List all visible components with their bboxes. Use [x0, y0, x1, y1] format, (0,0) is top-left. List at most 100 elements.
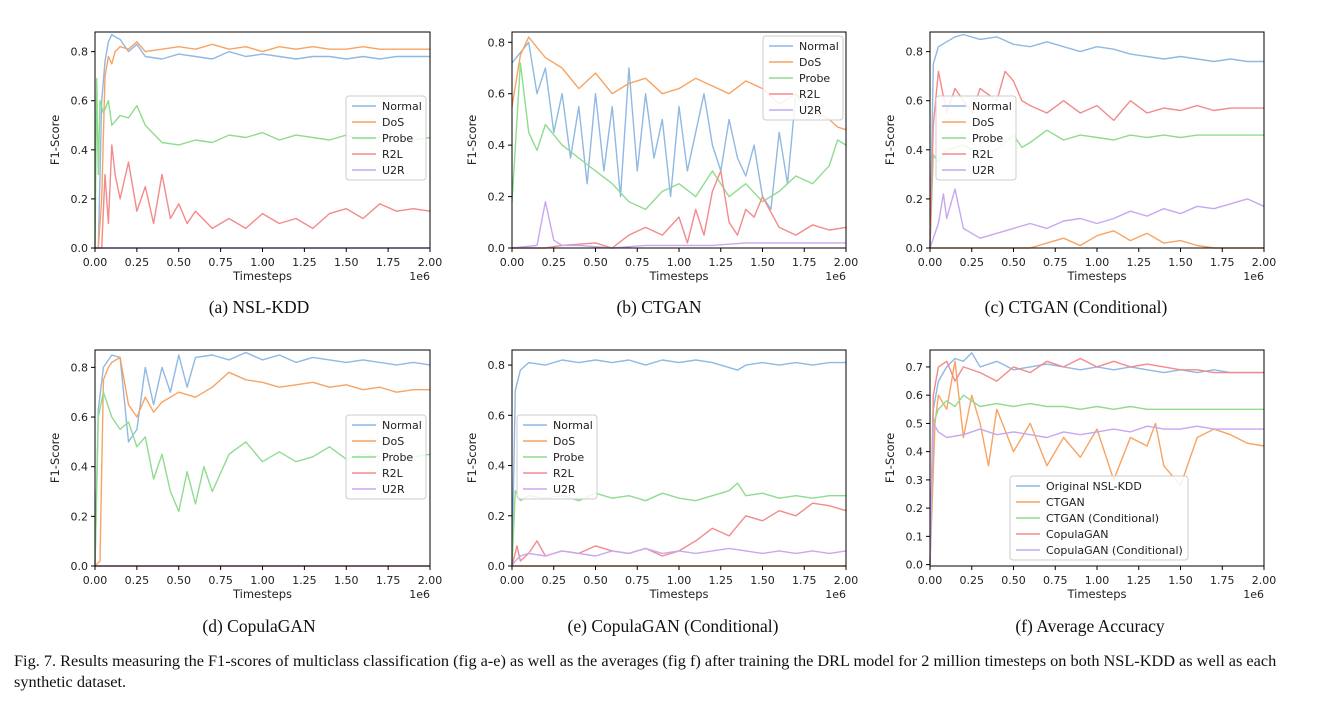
x-tick-label: 0.75	[1043, 256, 1068, 269]
legend-entry: Normal	[799, 40, 839, 53]
y-axis-label: F1-Score	[48, 433, 62, 483]
x-tick-label: 1.50	[750, 574, 775, 587]
series-line-u2r	[511, 200, 846, 249]
series-line-normal	[929, 33, 1264, 249]
y-tick-label: 0.2	[906, 502, 924, 515]
x-tick-label: 0.00	[918, 574, 943, 587]
x-tick-label: 1.75	[1210, 574, 1235, 587]
series-line-normal	[94, 351, 431, 567]
series-line-copulagan-conditional-	[929, 422, 1264, 565]
y-tick-label: 0.3	[906, 474, 924, 487]
series-line-probe	[511, 62, 847, 211]
x-tick-label: 0.00	[918, 256, 943, 269]
x-tick-label: 0.50	[583, 256, 608, 269]
legend-box	[1009, 475, 1189, 561]
x-axis-label: Timesteps	[1066, 587, 1126, 601]
legend-box	[516, 414, 598, 500]
series-line-r2l	[512, 170, 847, 249]
x-offset-text: 1e6	[409, 270, 430, 283]
x-offset-text: 1e6	[825, 588, 846, 601]
series-line-dos	[95, 41, 430, 249]
x-tick-label: 1.75	[376, 574, 401, 587]
x-tick-label: 1.25	[709, 256, 734, 269]
legend-entry: CopulaGAN (Conditional)	[1046, 544, 1183, 557]
y-tick-label: 0.6	[906, 95, 924, 108]
y-axis-label: F1-Score	[883, 433, 897, 483]
subfigure-label: (a) NSL-KDD	[209, 297, 310, 317]
y-axis-label: F1-Score	[48, 115, 62, 165]
x-tick-label: 0.75	[208, 256, 233, 269]
legend-entry: DoS	[799, 56, 821, 69]
subfigure-label: (f) Average Accuracy	[1015, 616, 1165, 636]
y-tick-label: 0.6	[71, 411, 89, 424]
subfigure-label: (c) CTGAN (Conditional)	[985, 297, 1168, 317]
chart-panel: 0.00 0.25 0.50 0.75 1.00 1.25 1.50 1.75 2.00 0.0 0…	[48, 349, 442, 636]
series-line-ctgan-conditional-	[929, 394, 1264, 565]
y-tick-label: 0.8	[488, 36, 506, 49]
x-tick-label: 1.25	[709, 574, 734, 587]
x-tick-label: 0.50	[583, 574, 608, 587]
x-tick-label: 2.00	[1252, 574, 1277, 587]
y-axis-label: F1-Score	[465, 115, 479, 165]
legend-entry: Normal	[553, 419, 593, 432]
y-tick-label: 0.0	[488, 560, 506, 573]
x-tick-label: 1.75	[792, 256, 817, 269]
legend-entry: R2L	[972, 148, 994, 161]
x-tick-label: 0.25	[542, 256, 567, 269]
x-tick-label: 2.00	[834, 574, 859, 587]
series-line-normal	[95, 33, 430, 249]
x-tick-label: 1.00	[250, 256, 275, 269]
chart-panel: 0.00 0.25 0.50 0.75 1.00 1.25 1.50 1.75 2.00 0.0 0…	[48, 31, 443, 317]
figure-caption: Fig. 7. Results measuring the F1-scores …	[14, 651, 1277, 691]
x-tick-label: 0.25	[960, 574, 985, 587]
y-tick-label: 0.4	[71, 461, 89, 474]
legend-entry: Original NSL-KDD	[1046, 480, 1142, 493]
series-line-r2l	[95, 144, 431, 249]
legend-entry: DoS	[553, 435, 575, 448]
y-tick-label: 0.2	[488, 510, 506, 523]
y-tick-label: 0.0	[906, 242, 924, 255]
y-tick-label: 0.2	[488, 191, 506, 204]
x-tick-label: 1.75	[1210, 256, 1235, 269]
series-line-dos	[930, 230, 1264, 249]
y-tick-label: 0.6	[488, 409, 506, 422]
x-tick-label: 1.25	[292, 574, 317, 587]
legend-entry: CopulaGAN	[1046, 528, 1108, 541]
legend-entry: U2R	[799, 104, 822, 117]
x-tick-label: 1.00	[1085, 256, 1110, 269]
x-axis-label: Timesteps	[1066, 269, 1126, 283]
series-line-dos	[94, 356, 430, 567]
x-tick-label: 1.75	[792, 574, 817, 587]
x-axis-label: Timesteps	[232, 269, 292, 283]
legend-entry: Probe	[972, 132, 1003, 145]
y-tick-label: 0.7	[906, 361, 924, 374]
x-axis-label: Timesteps	[232, 587, 292, 601]
y-axis-label: F1-Score	[465, 433, 479, 483]
legend-entry: R2L	[382, 148, 404, 161]
legend-entry: U2R	[553, 483, 576, 496]
y-tick-label: 0.2	[906, 193, 924, 206]
series-line-u2r	[511, 547, 847, 567]
x-tick-label: 1.50	[1168, 256, 1193, 269]
subfigure-label: (d) CopulaGAN	[202, 616, 316, 636]
x-offset-text: 1e6	[1243, 588, 1264, 601]
legend-entry: Normal	[382, 419, 422, 432]
x-axis-label: Timesteps	[648, 587, 708, 601]
x-tick-label: 1.25	[1127, 256, 1152, 269]
x-tick-label: 1.00	[667, 574, 692, 587]
legend-box	[762, 35, 844, 121]
x-tick-label: 2.00	[418, 256, 443, 269]
y-tick-label: 0.6	[71, 95, 89, 108]
y-tick-label: 0.4	[71, 144, 89, 157]
x-tick-label: 0.25	[125, 256, 150, 269]
x-tick-label: 0.75	[625, 256, 650, 269]
y-tick-label: 0.8	[906, 46, 924, 59]
legend-entry: CTGAN	[1046, 496, 1085, 509]
legend-entry: U2R	[972, 164, 995, 177]
y-tick-label: 0.4	[488, 139, 506, 152]
legend-entry: Normal	[972, 100, 1012, 113]
figure: 0.00 0.25 0.50 0.75 1.00 1.25 1.50 1.75 2.000.00…	[48, 31, 1277, 636]
y-tick-label: 0.6	[906, 389, 924, 402]
y-tick-label: 0.8	[71, 361, 89, 374]
y-tick-label: 0.1	[906, 530, 924, 543]
